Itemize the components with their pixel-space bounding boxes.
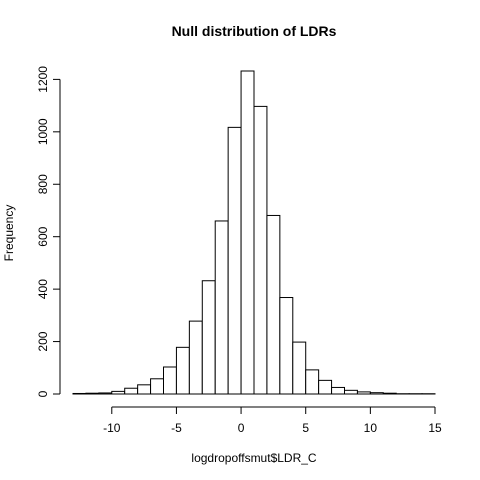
y-axis-label: Frequency	[2, 205, 16, 262]
histogram-bars	[72, 70, 436, 395]
histogram-bar	[214, 220, 229, 395]
histogram-bar	[382, 392, 397, 395]
histogram-bar	[150, 378, 164, 395]
y-tick-label: 400	[36, 279, 50, 299]
x-tick-label: -10	[103, 421, 121, 435]
histogram-bar	[111, 390, 126, 395]
y-tick-label: 1200	[36, 66, 50, 93]
x-axis-label: logdropoffsmut$LDR_C	[191, 451, 317, 465]
y-tick-label: 200	[36, 331, 50, 351]
histogram-bar	[240, 70, 255, 395]
histogram-bar	[175, 346, 190, 395]
y-tick-label: 0	[36, 390, 50, 397]
histogram-bar	[331, 386, 346, 395]
histogram-bar	[318, 379, 333, 395]
histogram-bar	[188, 320, 203, 395]
x-tick-label: -5	[171, 421, 182, 435]
histogram-bar	[356, 391, 371, 395]
histogram-bar	[305, 369, 320, 395]
histogram-bar	[369, 392, 384, 395]
histogram-bar	[253, 105, 268, 395]
histogram-bar	[227, 126, 242, 395]
chart-title: Null distribution of LDRs	[172, 23, 337, 39]
histogram-bar	[124, 387, 139, 395]
histogram-bar	[279, 297, 294, 395]
y-tick-label: 600	[36, 226, 50, 246]
y-tick-label: 1000	[36, 118, 50, 145]
x-tick-label: 10	[364, 421, 378, 435]
y-tick-label: 800	[36, 174, 50, 194]
x-axis: -10 -5 0 5 10 15	[103, 406, 442, 435]
x-tick-label: 0	[238, 421, 245, 435]
histogram-bar	[137, 384, 152, 395]
x-tick-label: 15	[428, 421, 442, 435]
histogram-bar	[98, 392, 113, 395]
histogram-bar	[266, 214, 281, 395]
y-axis: 0 200 400 600 800 1000 1200	[36, 66, 61, 397]
histogram-bar	[201, 280, 216, 395]
x-tick-label: 5	[302, 421, 309, 435]
histogram-bar	[72, 392, 87, 395]
histogram-bar	[85, 392, 100, 395]
histogram-bar	[344, 389, 358, 395]
histogram-bar	[163, 366, 177, 395]
histogram-bar	[292, 341, 307, 395]
